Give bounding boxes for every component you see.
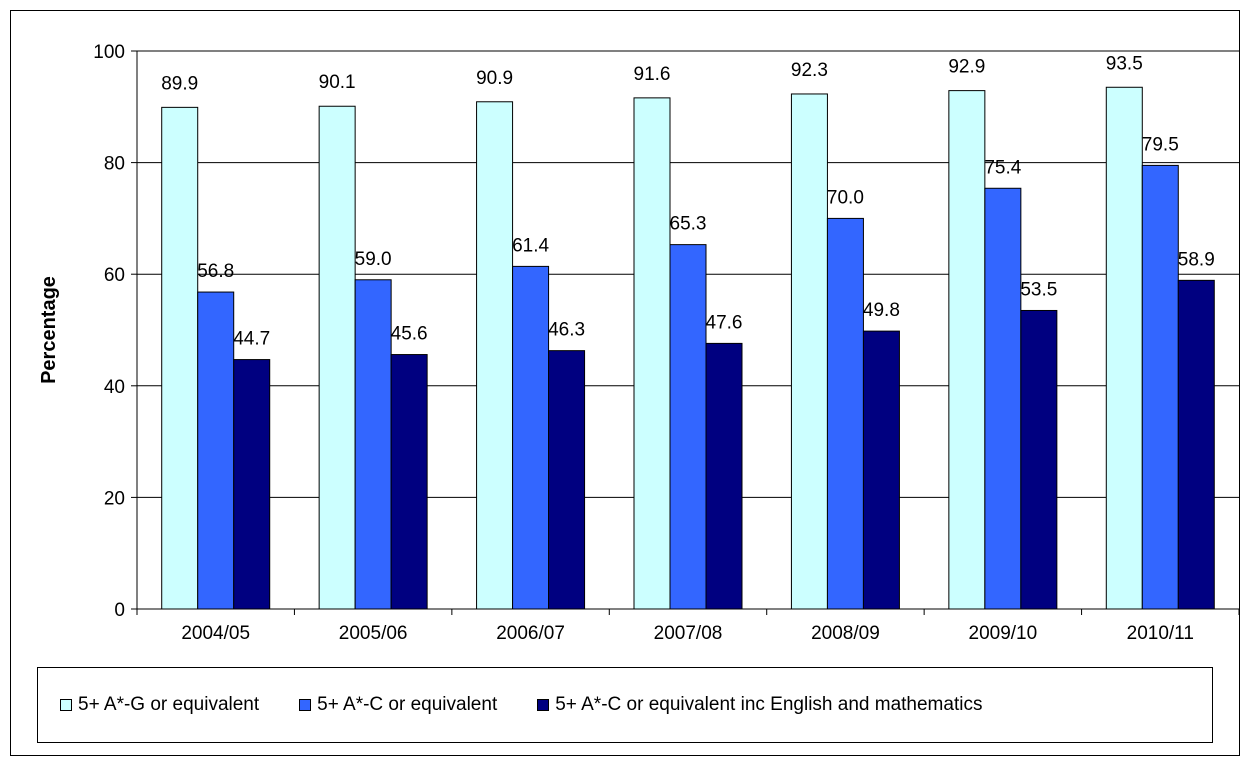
data-label-s1-0: 56.8 <box>197 261 234 282</box>
x-tick-label-0: 2004/05 <box>181 623 250 644</box>
data-label-s1-3: 65.3 <box>670 214 707 235</box>
y-tick-label-0: 0 <box>114 600 125 621</box>
legend: 5+ A*-G or equivalent 5+ A*-C or equival… <box>37 667 1213 743</box>
data-label-s2-2: 46.3 <box>548 320 585 341</box>
bar-s2-5 <box>1020 309 1058 610</box>
bar-s2-2 <box>548 350 586 610</box>
bar-s0-3 <box>633 97 671 610</box>
legend-label-a-g: 5+ A*-G or equivalent <box>78 694 260 715</box>
bar-s1-5 <box>984 187 1022 610</box>
x-tick-label-3: 2007/08 <box>654 623 723 644</box>
data-label-s0-5: 92.9 <box>948 57 985 78</box>
data-label-s1-5: 75.4 <box>984 157 1021 178</box>
y-tick-label-3: 60 <box>104 265 125 286</box>
bar-s1-4 <box>826 217 864 610</box>
bar-s1-2 <box>512 265 550 610</box>
data-label-s0-4: 92.3 <box>791 60 828 81</box>
bar-s2-0 <box>233 359 271 610</box>
y-axis-label: Percentage <box>38 276 60 384</box>
y-tick-label-1: 20 <box>104 488 125 509</box>
bar-s2-4 <box>862 330 900 610</box>
legend-label-a-c-eng-maths: 5+ A*-C or equivalent inc English and ma… <box>555 694 983 715</box>
bar-s0-4 <box>790 93 828 610</box>
data-label-s0-2: 90.9 <box>476 68 513 89</box>
data-label-s2-6: 58.9 <box>1178 249 1215 270</box>
bar-s2-3 <box>705 342 743 610</box>
data-label-s2-3: 47.6 <box>706 312 743 333</box>
data-label-s0-3: 91.6 <box>634 64 671 85</box>
bar-s1-1 <box>354 279 392 610</box>
bar-s2-1 <box>390 354 428 610</box>
legend-swatch-a-c-eng-maths <box>537 699 550 711</box>
bar-s1-0 <box>197 291 235 610</box>
bar-s1-3 <box>669 244 707 610</box>
bar-s0-6 <box>1105 86 1143 610</box>
x-tick-label-5: 2009/10 <box>969 623 1038 644</box>
legend-label-a-c: 5+ A*-C or equivalent <box>317 694 498 715</box>
data-label-s2-1: 45.6 <box>391 324 428 345</box>
data-label-s0-6: 93.5 <box>1106 53 1143 74</box>
bar-s2-6 <box>1177 279 1215 610</box>
data-label-s1-1: 59.0 <box>355 249 392 270</box>
bar-s0-2 <box>476 101 514 610</box>
bar-s0-1 <box>318 105 356 610</box>
data-label-s0-1: 90.1 <box>319 72 356 93</box>
data-label-s1-2: 61.4 <box>512 235 549 256</box>
data-label-s0-0: 89.9 <box>161 73 198 94</box>
legend-item-a-c-eng-maths: 5+ A*-C or equivalent inc English and ma… <box>537 694 982 716</box>
bar-s1-6 <box>1141 164 1179 610</box>
legend-item-a-g: 5+ A*-G or equivalent <box>60 694 259 716</box>
x-tick-label-6: 2010/11 <box>1127 623 1194 644</box>
bar-s0-0 <box>161 106 199 610</box>
legend-swatch-a-c <box>299 699 312 711</box>
legend-item-a-c: 5+ A*-C or equivalent <box>299 694 497 716</box>
data-label-s2-5: 53.5 <box>1020 279 1057 300</box>
x-tick-label-4: 2008/09 <box>811 623 880 644</box>
x-tick-label-2: 2006/07 <box>496 623 565 644</box>
y-tick-label-4: 80 <box>104 154 125 175</box>
data-label-s1-6: 79.5 <box>1142 134 1179 155</box>
y-tick-label-2: 40 <box>104 377 125 398</box>
data-label-s2-4: 49.8 <box>863 300 900 321</box>
legend-swatch-a-g <box>60 699 72 711</box>
x-tick-label-1: 2005/06 <box>339 623 408 644</box>
data-label-s2-0: 44.7 <box>233 329 270 350</box>
data-label-s1-4: 70.0 <box>827 187 864 208</box>
bar-s0-5 <box>948 90 986 610</box>
y-tick-label-5: 100 <box>93 42 125 63</box>
